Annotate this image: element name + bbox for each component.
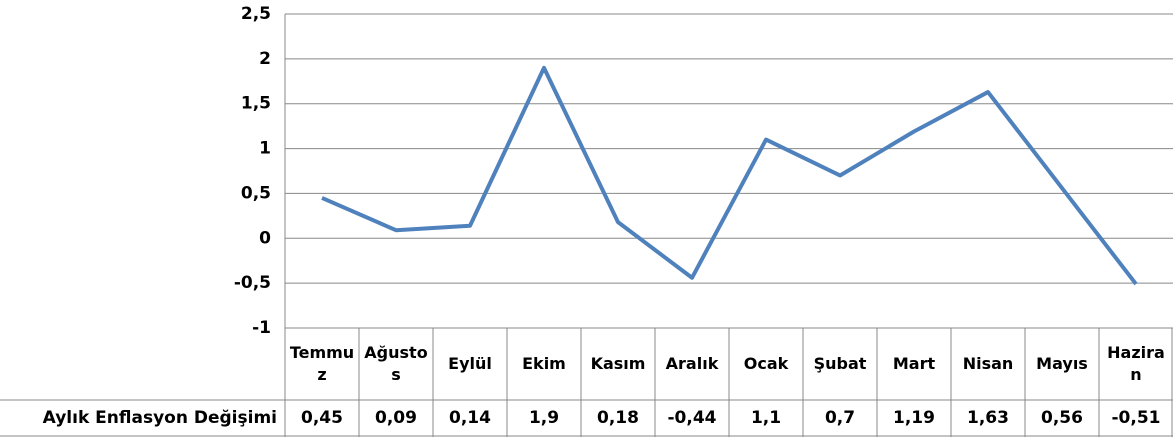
series-name: Aylık Enflasyon Değişimi xyxy=(42,408,277,429)
x-tick-label: Ekim xyxy=(522,354,566,374)
x-tick-label: Mayıs xyxy=(1036,354,1088,374)
data-table-value: 1,9 xyxy=(528,408,560,429)
data-table-value: 0,56 xyxy=(1041,408,1083,429)
x-tick-label: Ocak xyxy=(743,354,789,374)
data-table-value: 1,19 xyxy=(893,408,935,429)
x-tick-label: Nisan xyxy=(962,354,1014,374)
data-table-value: 0,18 xyxy=(597,408,639,429)
data-table-value: 0,45 xyxy=(301,408,343,429)
data-table-value: 0,14 xyxy=(449,408,491,429)
x-tick-label: Temmuz xyxy=(289,343,355,384)
series-line xyxy=(321,65,1138,286)
y-tick-label: -1 xyxy=(252,318,271,338)
y-tick-label: -0,5 xyxy=(234,273,271,293)
data-table-value: 1,1 xyxy=(750,408,782,429)
x-tick-label: Haziran xyxy=(1107,343,1165,384)
y-tick-label: 0 xyxy=(259,228,271,248)
data-table-value: 0,09 xyxy=(375,408,417,429)
y-tick-label: 0,5 xyxy=(241,183,271,203)
x-tick-label: Şubat xyxy=(813,354,867,374)
data-table-value: -0,51 xyxy=(1111,408,1161,429)
x-tick-label: Eylül xyxy=(448,354,492,374)
y-tick-label: 2 xyxy=(259,49,271,69)
x-tick-label: Aralık xyxy=(665,354,719,374)
x-tick-label: Mart xyxy=(892,354,936,374)
data-table-value: -0,44 xyxy=(667,408,717,429)
x-tick-label: Kasım xyxy=(590,354,646,374)
x-tick-label: Ağustos xyxy=(364,343,428,384)
y-tick-label: 2,5 xyxy=(241,4,271,24)
data-table-value: 1,63 xyxy=(967,408,1009,429)
y-tick-label: 1 xyxy=(259,139,271,159)
y-tick-label: 1,5 xyxy=(241,94,271,114)
data-table-value: 0,7 xyxy=(824,408,856,429)
